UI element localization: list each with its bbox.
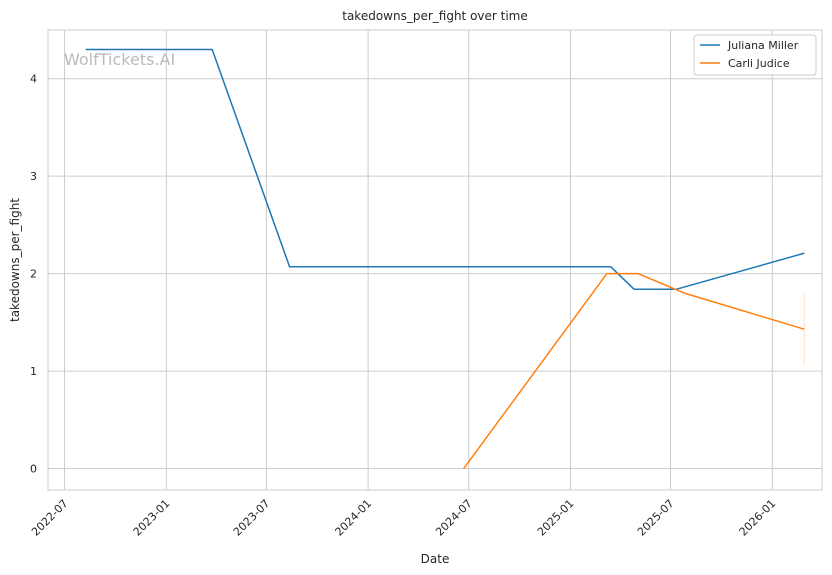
legend: Juliana Miller Carli Judice [693, 34, 817, 76]
series-line [463, 272, 805, 470]
y-axis-label: takedowns_per_fight [8, 198, 22, 322]
x-tick-label: 2026-01 [737, 497, 779, 539]
legend-label: Juliana Miller [727, 39, 799, 52]
x-tick-label: 2025-07 [635, 497, 677, 539]
series-layer [85, 48, 805, 470]
x-tick-label: 2024-01 [333, 497, 375, 539]
y-tick-label: 2 [30, 268, 37, 281]
grid [48, 30, 822, 490]
y-tick-label: 0 [30, 463, 37, 476]
y-tick-label: 3 [30, 170, 37, 183]
x-tick-labels: 2022-07 2023-01 2023-07 2024-01 2024-07 2025-… [29, 497, 778, 539]
x-tick-label: 2024-07 [433, 497, 475, 539]
x-tick-label: 2025-01 [535, 497, 577, 539]
x-axis-label: Date [421, 552, 450, 566]
watermark: WolfTickets.AI [64, 50, 175, 69]
x-tick-label: 2023-07 [231, 497, 273, 539]
legend-frame [693, 34, 817, 76]
y-tick-label: 4 [30, 73, 37, 86]
legend-label: Carli Judice [728, 57, 790, 70]
plot-frame [47, 29, 823, 491]
chart-title: takedowns_per_fight over time [342, 9, 528, 23]
series-line [85, 48, 805, 290]
x-tick-label: 2023-01 [131, 497, 173, 539]
y-tick-label: 1 [30, 365, 37, 378]
x-tick-label: 2022-07 [29, 497, 71, 539]
y-tick-labels: 0 1 2 3 4 [30, 73, 37, 476]
